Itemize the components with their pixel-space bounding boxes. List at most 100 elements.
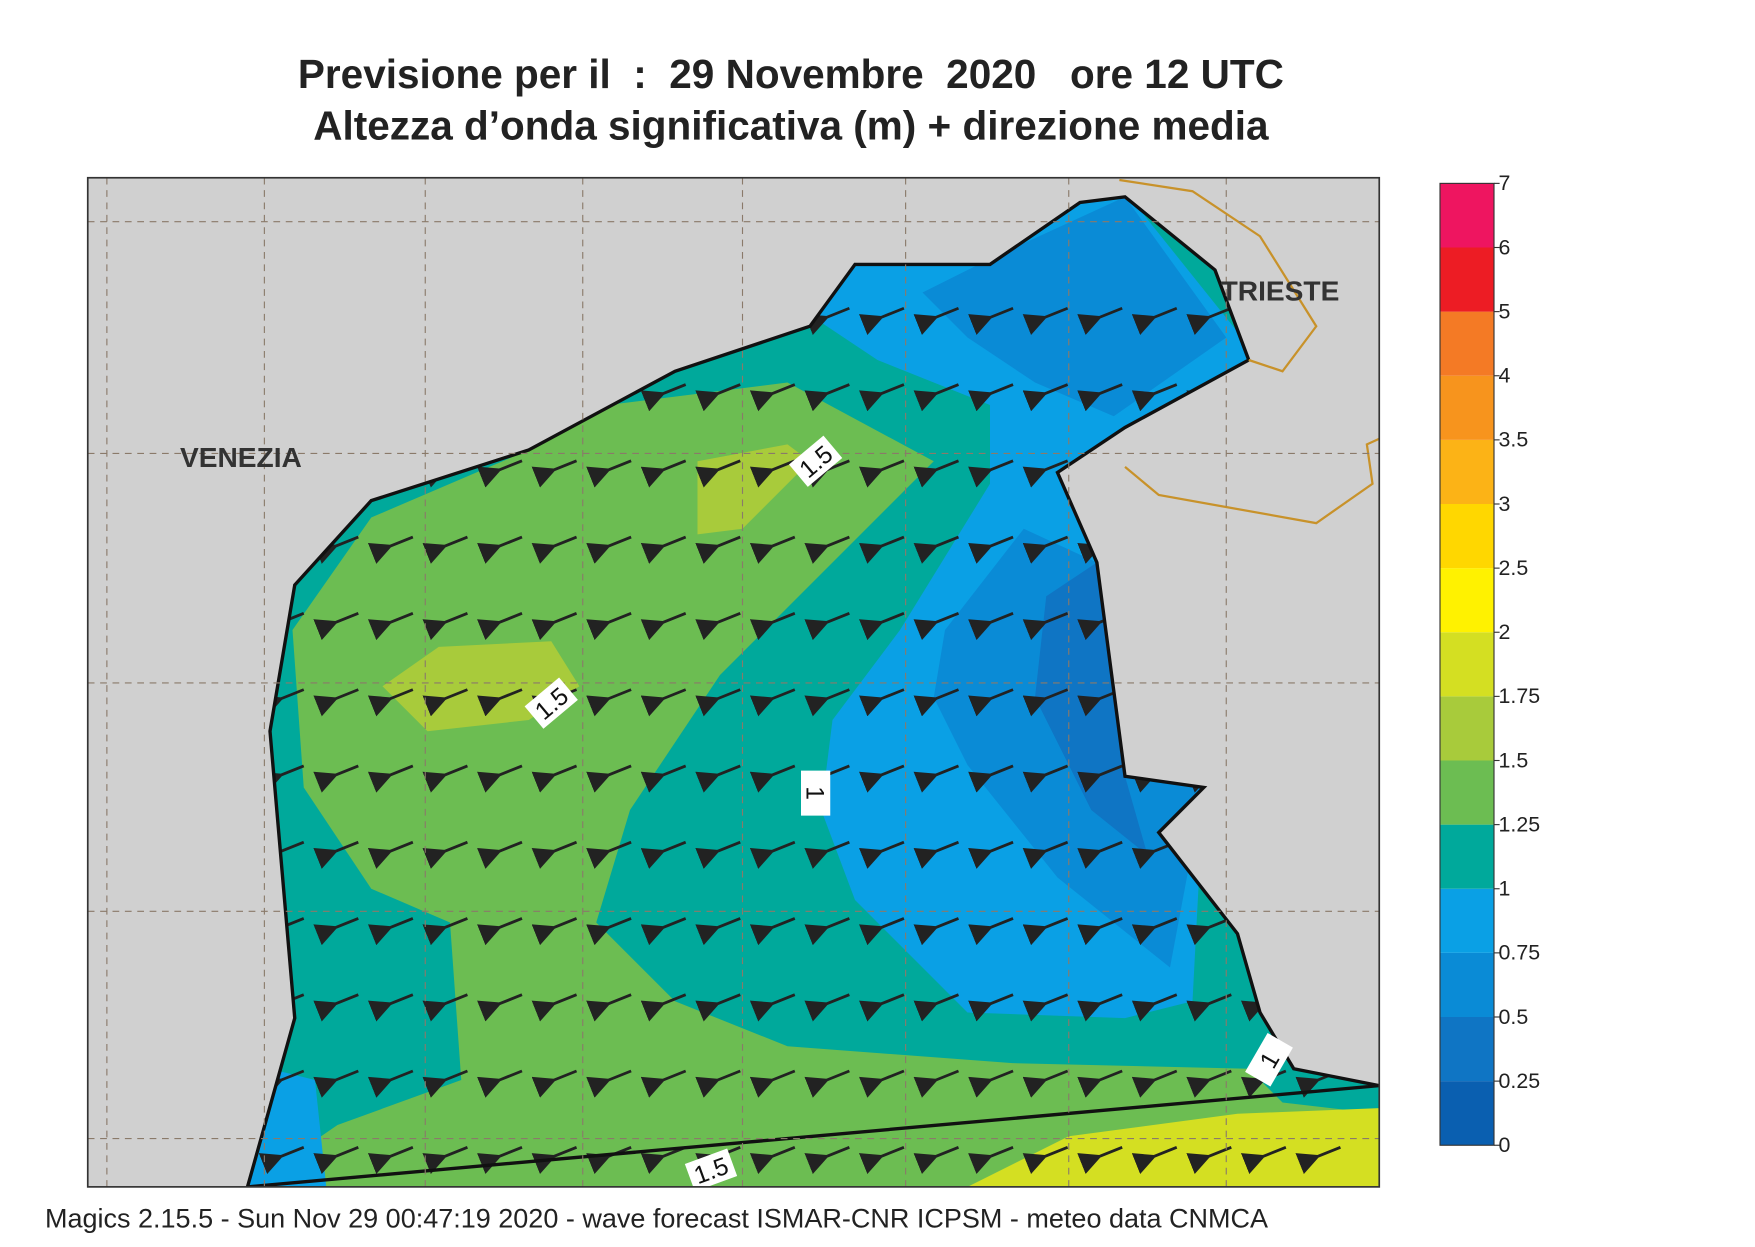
direction-arrow: [858, 993, 905, 1022]
direction-arrow: [367, 917, 414, 946]
direction-arrow: [1131, 917, 1178, 946]
direction-arrow: [695, 840, 741, 869]
direction-arrow: [586, 764, 632, 793]
colorbar: 0 0.25 0.5 0.75 1 1.25 1.5 1.75 2 2.5 3 3.5 4 5 6 7: [1439, 171, 1541, 1157]
direction-arrow: [531, 1145, 578, 1175]
colorbar-label: 0.25: [1499, 1069, 1541, 1093]
direction-arrow: [913, 459, 960, 488]
direction-arrow: [477, 1145, 523, 1175]
direction-arrow: [913, 993, 960, 1022]
direction-arrow: [258, 764, 305, 793]
contour-label: 1: [801, 770, 831, 816]
direction-arrow: [968, 1145, 1014, 1175]
contour-label-text: 1: [801, 786, 828, 800]
direction-arrow: [258, 1145, 305, 1175]
direction-arrow: [804, 383, 850, 412]
direction-arrow: [640, 993, 687, 1022]
direction-arrow: [968, 764, 1014, 793]
colorbar-band: [1440, 568, 1494, 633]
direction-arrow: [586, 535, 632, 564]
direction-arrow: [858, 1069, 905, 1098]
direction-arrow: [804, 1145, 850, 1175]
direction-arrow: [749, 535, 796, 564]
direction-arrow: [367, 612, 414, 641]
direction-arrow: [422, 1069, 468, 1098]
direction-arrow: [913, 764, 960, 793]
direction-arrow: [586, 1069, 632, 1098]
contour-label-box: [524, 677, 578, 729]
colorbar-band: [1440, 439, 1494, 504]
direction-arrow: [804, 993, 850, 1022]
direction-arrow: [1022, 993, 1069, 1022]
border: [1124, 437, 1380, 525]
direction-arrow: [313, 917, 359, 946]
direction-arrow: [749, 1145, 796, 1175]
direction-arrow: [1077, 1069, 1123, 1098]
direction-arrow: [858, 535, 905, 564]
direction-arrow: [531, 1069, 578, 1098]
direction-arrow: [1131, 383, 1178, 412]
direction-arrow: [968, 535, 1014, 564]
direction-arrow: [1186, 993, 1232, 1022]
footer: Magics 2.15.5 - Sun Nov 29 00:47:19 2020…: [45, 1203, 1268, 1233]
direction-arrow: [913, 306, 960, 336]
direction-arrow: [531, 535, 578, 564]
direction-arrow: [804, 917, 850, 946]
direction-arrow: [313, 1145, 359, 1175]
direction-arrow: [422, 840, 468, 869]
direction-arrow: [695, 764, 741, 793]
direction-arrow: [477, 612, 523, 641]
direction-arrow: [477, 917, 523, 946]
direction-arrow: [858, 917, 905, 946]
direction-arrow: [1077, 764, 1123, 793]
direction-arrow: [586, 993, 632, 1022]
coastline: [245, 195, 1380, 1187]
colorbar-label: 1: [1499, 877, 1511, 901]
direction-arrow: [913, 840, 960, 869]
direction-arrow: [531, 840, 578, 869]
direction-arrow: [858, 840, 905, 869]
direction-arrow: [804, 764, 850, 793]
direction-arrow: [313, 764, 359, 793]
direction-arrow: [858, 612, 905, 641]
direction-arrow: [367, 764, 414, 793]
direction-arrow: [367, 1145, 414, 1175]
direction-arrow: [586, 459, 632, 488]
direction-arrow: [1186, 1145, 1232, 1175]
colorbar-band: [1440, 504, 1494, 569]
direction-arrow: [422, 764, 468, 793]
direction-arrow: [367, 993, 414, 1022]
direction-arrow: [640, 535, 687, 564]
contour-label-box: [684, 1148, 738, 1187]
contour-label-box: [801, 770, 831, 816]
colorbar-label: 3: [1499, 492, 1511, 516]
map-frame: [86, 176, 1381, 1188]
title-line1: Previsione per il : 29 Novembre 2020 ore…: [298, 51, 1284, 97]
colorbar-band: [1440, 311, 1494, 376]
direction-arrow: [1295, 1145, 1341, 1175]
direction-arrow: [1186, 306, 1232, 336]
place-label: TRIESTE: [1221, 275, 1340, 306]
direction-arrow: [586, 612, 632, 641]
colorbar-label: 1.5: [1499, 748, 1529, 772]
direction-arrow: [313, 840, 359, 869]
direction-arrow: [1022, 459, 1069, 488]
direction-arrow: [804, 1069, 850, 1098]
direction-arrow: [1022, 1069, 1069, 1098]
direction-arrow: [913, 535, 960, 564]
colorbar-label: 3.5: [1499, 428, 1529, 452]
direction-arrow: [695, 688, 741, 717]
direction-arrow: [913, 1069, 960, 1098]
direction-arrow: [531, 917, 578, 946]
colorbar-label: 5: [1499, 299, 1511, 323]
direction-arrow: [804, 306, 850, 336]
direction-arrow: [640, 764, 687, 793]
direction-arrow: [258, 840, 305, 869]
direction-arrow: [749, 1069, 796, 1098]
colorbar-label: 4: [1499, 364, 1511, 388]
direction-arrow: [968, 688, 1014, 717]
direction-arrow: [1077, 1145, 1123, 1175]
direction-arrow: [477, 993, 523, 1022]
